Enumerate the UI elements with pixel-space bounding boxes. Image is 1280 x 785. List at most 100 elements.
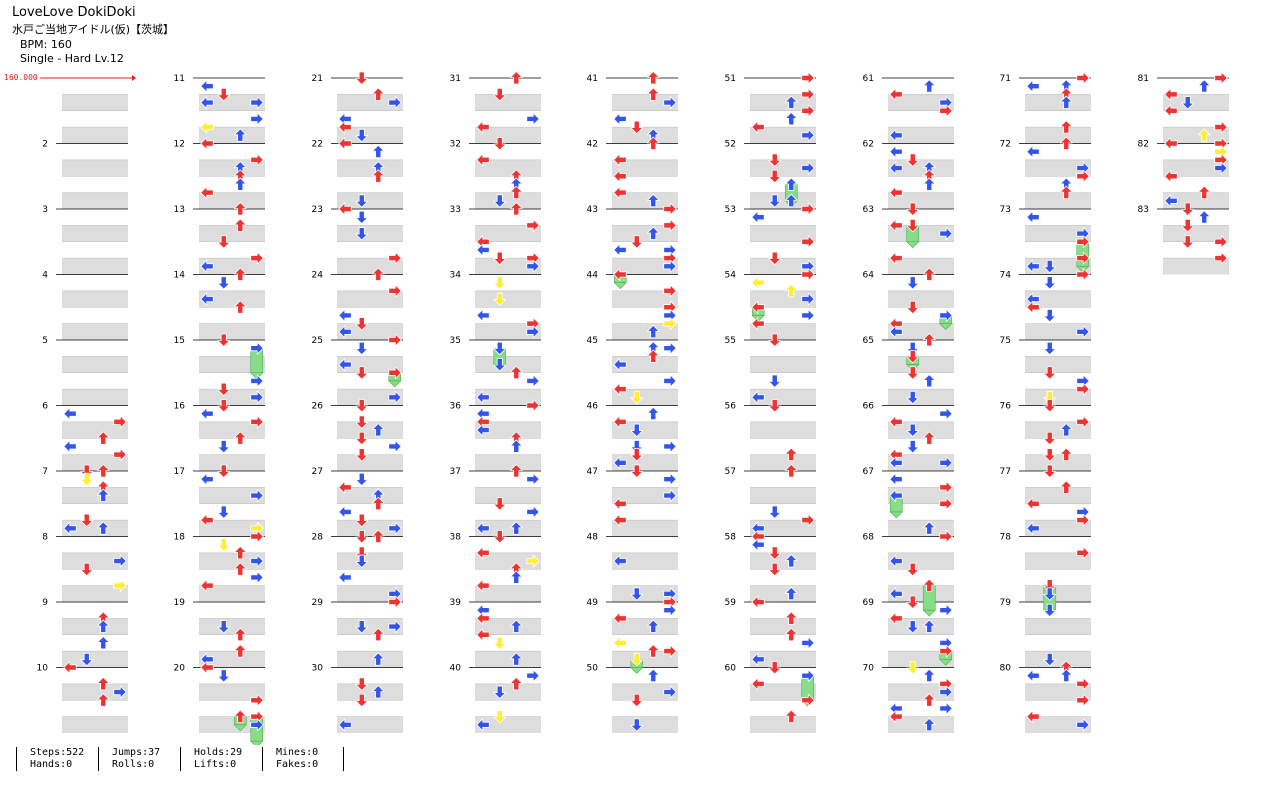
- measure-number: 5: [42, 336, 48, 346]
- step-arrow: [63, 440, 77, 453]
- measure-number: 29: [312, 598, 324, 608]
- beat-band: [337, 94, 403, 111]
- measure-number: 13: [174, 205, 185, 215]
- beat-band: [612, 683, 678, 701]
- beat-band: [475, 618, 541, 635]
- beat-band: [337, 421, 403, 439]
- beat-band: [750, 487, 816, 504]
- chart-column: 81 82 83: [1138, 71, 1229, 275]
- mines-count: Mines:0: [276, 747, 319, 758]
- chart-column: 11 12 13 14 15 16 17 18 19 20: [174, 74, 265, 745]
- measure-number: 37: [450, 467, 461, 477]
- fakes-count: Fakes:0: [276, 759, 319, 770]
- step-arrow: [1197, 210, 1211, 224]
- beat-band: [750, 290, 816, 308]
- step-arrow: [338, 309, 352, 322]
- beat-band: [62, 585, 128, 602]
- step-arrow: [250, 112, 264, 126]
- step-arrow: [217, 669, 231, 683]
- beat-band: [750, 520, 816, 537]
- hold-tail: [906, 241, 920, 249]
- chart-column: 41 42 43 44 45 46 47 48 49 50: [587, 71, 678, 733]
- beat-band: [199, 192, 265, 209]
- step-arrow: [663, 341, 677, 355]
- measure-number: 23: [312, 205, 323, 215]
- step-arrow: [526, 505, 540, 519]
- measure-number: 61: [863, 74, 874, 84]
- measure-number: 83: [1138, 205, 1149, 215]
- measure-number: 75: [1000, 336, 1011, 346]
- beat-band: [199, 225, 265, 242]
- beat-band: [888, 585, 954, 602]
- step-arrow: [768, 374, 782, 388]
- step-arrow: [801, 71, 815, 85]
- beat-band: [337, 389, 403, 406]
- beat-band: [750, 127, 816, 144]
- beat-band: [612, 258, 678, 275]
- beat-band: [888, 454, 954, 471]
- step-arrow: [751, 276, 765, 290]
- beat-band: [1163, 258, 1229, 275]
- measure-number: 57: [725, 467, 736, 477]
- beat-band: [1025, 356, 1091, 373]
- measure-number: 51: [725, 74, 736, 84]
- beat-band: [337, 454, 403, 471]
- beat-band: [888, 192, 954, 209]
- step-arrow: [751, 210, 765, 224]
- beat-band: [1025, 159, 1091, 177]
- step-arrow: [217, 538, 231, 552]
- beat-band: [199, 258, 265, 275]
- beat-band: [62, 683, 128, 701]
- measure-number: 60: [725, 664, 737, 674]
- measure-number: 6: [42, 402, 48, 412]
- beat-band: [1163, 94, 1229, 111]
- hold-tail: [233, 724, 247, 732]
- beat-band: [475, 585, 541, 602]
- measure-number: 21: [312, 74, 323, 84]
- measure-number: 52: [725, 140, 736, 150]
- beat-band: [750, 159, 816, 177]
- beat-band: [612, 389, 678, 406]
- beat-band: [475, 290, 541, 308]
- step-arrow: [922, 177, 936, 191]
- measure-number: 18: [174, 533, 186, 543]
- hold-body: [250, 347, 264, 374]
- step-arrow: [663, 472, 677, 486]
- measure-number: 19: [174, 598, 186, 608]
- step-arrow: [526, 669, 540, 683]
- beat-band: [750, 716, 816, 733]
- chart-column: 71 72 73 74 75 76 77 78 79 80: [1000, 71, 1091, 733]
- measure-number: 28: [312, 533, 324, 543]
- measure-number: 36: [450, 402, 462, 412]
- step-arrow: [493, 636, 507, 650]
- step-arrow: [751, 538, 765, 552]
- beat-band: [337, 552, 403, 570]
- beat-band: [888, 290, 954, 308]
- measure-number: 2: [42, 140, 48, 150]
- beat-band: [337, 618, 403, 635]
- beat-band: [888, 389, 954, 406]
- measure-number: 65: [863, 336, 874, 346]
- beat-band: [612, 585, 678, 602]
- step-arrow: [355, 71, 369, 85]
- beat-band: [1025, 552, 1091, 570]
- beat-band: [199, 520, 265, 537]
- beat-band: [750, 651, 816, 668]
- step-arrow: [1026, 79, 1040, 93]
- measure-number: 38: [450, 533, 462, 543]
- steps-count: Steps:522: [30, 747, 85, 758]
- beat-band: [62, 225, 128, 242]
- measure-number: 4: [42, 271, 48, 281]
- beat-band: [750, 421, 816, 439]
- measure-number: 27: [312, 467, 323, 477]
- measure-number: 32: [450, 140, 461, 150]
- beat-band: [612, 520, 678, 537]
- beat-band: [475, 258, 541, 275]
- step-arrow: [646, 668, 660, 683]
- hands-count: Hands:0: [30, 759, 73, 770]
- hold-tail: [889, 511, 903, 519]
- step-arrow: [338, 505, 352, 519]
- step-arrow: [663, 440, 677, 453]
- step-arrow: [922, 668, 936, 683]
- measure-number: 7: [42, 467, 48, 477]
